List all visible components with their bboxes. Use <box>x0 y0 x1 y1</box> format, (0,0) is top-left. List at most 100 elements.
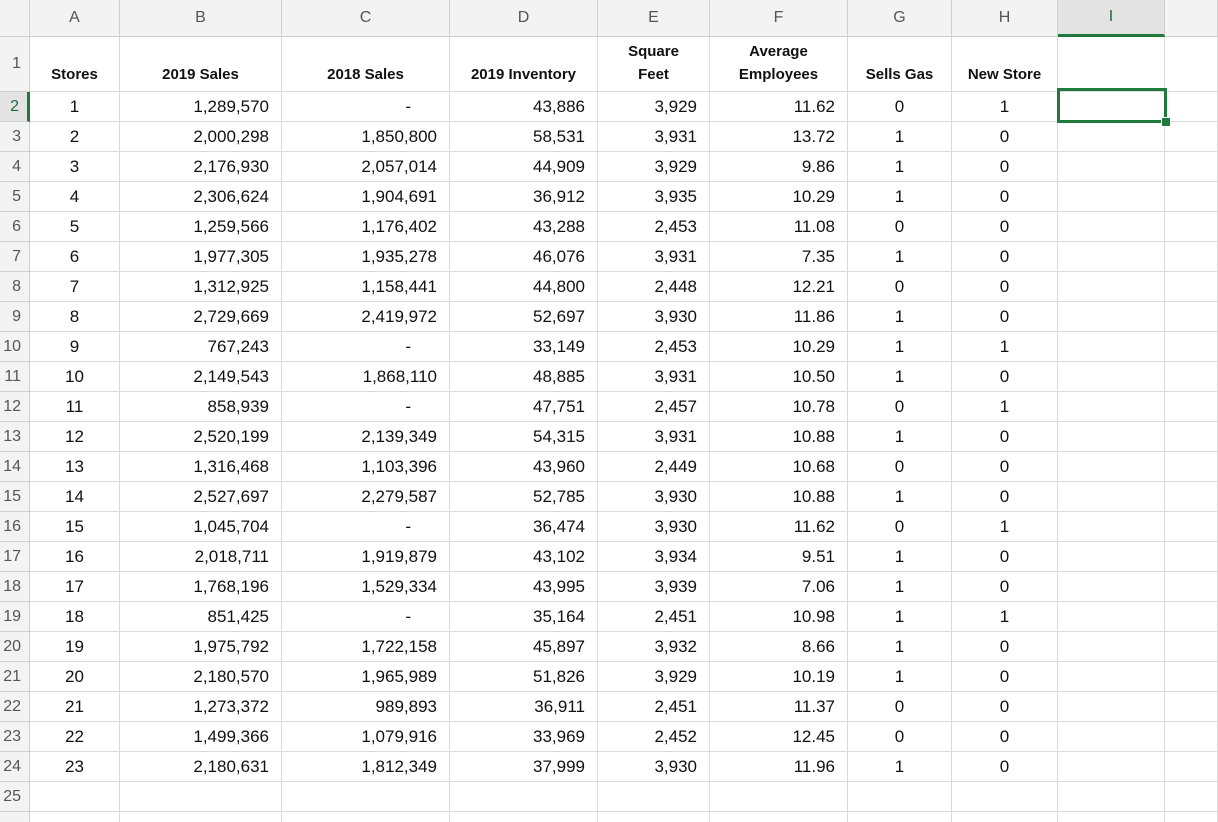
data-cell[interactable]: 2,449 <box>598 452 710 482</box>
data-cell[interactable]: 43,886 <box>450 92 598 122</box>
cell[interactable] <box>1165 362 1218 392</box>
data-cell[interactable]: 0 <box>952 242 1058 272</box>
data-cell[interactable]: 1,722,158 <box>282 632 450 662</box>
row-header[interactable]: 1 <box>0 37 30 92</box>
cell[interactable] <box>952 782 1058 812</box>
cell[interactable] <box>1165 692 1218 722</box>
column-header[interactable]: B <box>120 0 282 37</box>
cell[interactable] <box>1165 752 1218 782</box>
data-cell[interactable]: 0 <box>952 212 1058 242</box>
data-cell[interactable]: 10.98 <box>710 602 848 632</box>
cell[interactable] <box>120 812 282 822</box>
data-cell[interactable]: 0 <box>952 482 1058 512</box>
data-cell[interactable]: 58,531 <box>450 122 598 152</box>
row-header[interactable]: 24 <box>0 752 30 782</box>
data-cell[interactable]: 7.06 <box>710 572 848 602</box>
data-cell[interactable]: 858,939 <box>120 392 282 422</box>
data-cell[interactable]: 12 <box>30 422 120 452</box>
header-cell[interactable]: Stores <box>30 37 120 92</box>
cell[interactable] <box>1165 242 1218 272</box>
data-cell[interactable]: 2,279,587 <box>282 482 450 512</box>
row-header[interactable]: 25 <box>0 782 30 812</box>
cell[interactable] <box>1165 37 1218 92</box>
data-cell[interactable]: 0 <box>848 692 952 722</box>
data-cell[interactable]: 36,911 <box>450 692 598 722</box>
header-cell[interactable]: Square Feet <box>598 37 710 92</box>
data-cell[interactable]: 2,453 <box>598 332 710 362</box>
data-cell[interactable]: 0 <box>952 542 1058 572</box>
row-header[interactable]: 21 <box>0 662 30 692</box>
data-cell[interactable]: 3,930 <box>598 302 710 332</box>
data-cell[interactable]: - <box>282 332 450 362</box>
cell[interactable] <box>1058 572 1165 602</box>
data-cell[interactable]: 2,729,669 <box>120 302 282 332</box>
data-cell[interactable]: 1,529,334 <box>282 572 450 602</box>
data-cell[interactable]: 1,289,570 <box>120 92 282 122</box>
cell[interactable] <box>710 782 848 812</box>
data-cell[interactable]: 1 <box>848 482 952 512</box>
data-cell[interactable]: 0 <box>848 392 952 422</box>
cell[interactable] <box>1165 722 1218 752</box>
data-cell[interactable]: 1,316,468 <box>120 452 282 482</box>
data-cell[interactable]: 1 <box>848 542 952 572</box>
data-cell[interactable]: 3,935 <box>598 182 710 212</box>
data-cell[interactable]: 46,076 <box>450 242 598 272</box>
data-cell[interactable]: 1 <box>848 662 952 692</box>
data-cell[interactable]: 52,697 <box>450 302 598 332</box>
column-header[interactable]: H <box>952 0 1058 37</box>
data-cell[interactable]: 19 <box>30 632 120 662</box>
data-cell[interactable]: 17 <box>30 572 120 602</box>
data-cell[interactable]: 1,176,402 <box>282 212 450 242</box>
data-cell[interactable]: 4 <box>30 182 120 212</box>
cell[interactable] <box>1058 722 1165 752</box>
data-cell[interactable]: 0 <box>848 512 952 542</box>
row-header[interactable]: 4 <box>0 152 30 182</box>
cell[interactable] <box>1165 482 1218 512</box>
cell[interactable] <box>598 812 710 822</box>
data-cell[interactable]: 1 <box>952 92 1058 122</box>
cell[interactable] <box>1165 92 1218 122</box>
data-cell[interactable]: 0 <box>952 122 1058 152</box>
data-cell[interactable]: 1,977,305 <box>120 242 282 272</box>
row-header[interactable]: 22 <box>0 692 30 722</box>
cell[interactable] <box>1165 632 1218 662</box>
data-cell[interactable]: 0 <box>848 452 952 482</box>
data-cell[interactable]: 12.45 <box>710 722 848 752</box>
data-cell[interactable]: 1 <box>848 632 952 662</box>
data-cell[interactable]: 2,306,624 <box>120 182 282 212</box>
cell[interactable] <box>1058 662 1165 692</box>
data-cell[interactable]: 11.62 <box>710 92 848 122</box>
cell[interactable] <box>1165 182 1218 212</box>
cell[interactable] <box>450 782 598 812</box>
data-cell[interactable]: 33,149 <box>450 332 598 362</box>
cell[interactable] <box>282 812 450 822</box>
data-cell[interactable]: 44,800 <box>450 272 598 302</box>
data-cell[interactable]: 43,102 <box>450 542 598 572</box>
data-cell[interactable]: 1,499,366 <box>120 722 282 752</box>
data-cell[interactable]: 0 <box>952 272 1058 302</box>
data-cell[interactable]: 37,999 <box>450 752 598 782</box>
row-header[interactable]: 20 <box>0 632 30 662</box>
header-cell[interactable]: Sells Gas <box>848 37 952 92</box>
cell[interactable] <box>1058 542 1165 572</box>
data-cell[interactable]: 6 <box>30 242 120 272</box>
cell[interactable] <box>1058 602 1165 632</box>
data-cell[interactable]: 0 <box>952 302 1058 332</box>
data-cell[interactable]: 22 <box>30 722 120 752</box>
row-header[interactable]: 17 <box>0 542 30 572</box>
data-cell[interactable]: 1 <box>952 392 1058 422</box>
data-cell[interactable]: 0 <box>952 362 1058 392</box>
data-cell[interactable]: 10.29 <box>710 332 848 362</box>
data-cell[interactable]: 3,930 <box>598 752 710 782</box>
data-cell[interactable]: 3,929 <box>598 152 710 182</box>
data-cell[interactable]: 1,868,110 <box>282 362 450 392</box>
data-cell[interactable]: 1 <box>848 572 952 602</box>
data-cell[interactable]: 1,103,396 <box>282 452 450 482</box>
data-cell[interactable]: 10.50 <box>710 362 848 392</box>
cell[interactable] <box>1165 512 1218 542</box>
data-cell[interactable]: 14 <box>30 482 120 512</box>
cell[interactable] <box>1058 122 1165 152</box>
column-header[interactable]: F <box>710 0 848 37</box>
cell[interactable] <box>848 782 952 812</box>
cell[interactable] <box>1165 302 1218 332</box>
